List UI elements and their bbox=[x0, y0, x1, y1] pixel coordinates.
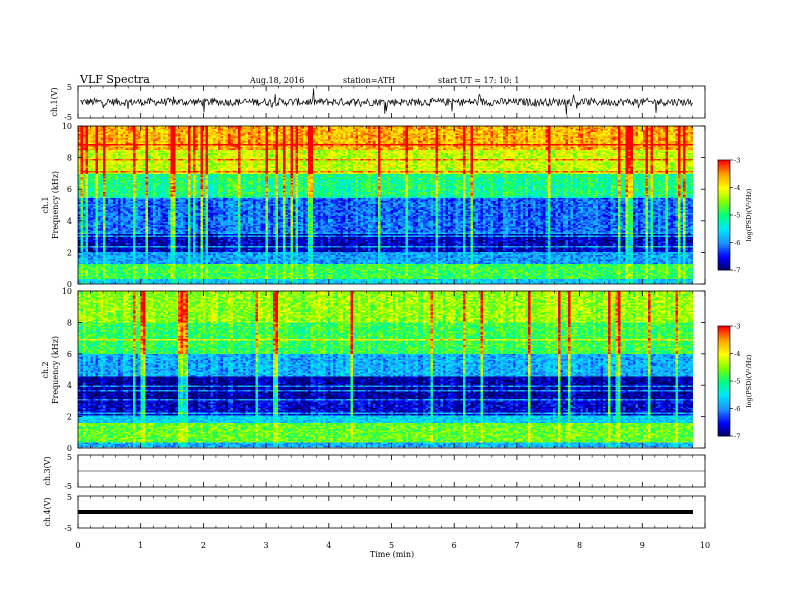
ytick-label: 8 bbox=[67, 154, 72, 163]
ch4-ytick-top: 5 bbox=[67, 493, 72, 502]
ytick-label: 8 bbox=[67, 318, 72, 327]
colorbar-tick-label: -6 bbox=[734, 405, 740, 413]
ytick-label: 10 bbox=[62, 122, 72, 131]
ch1-ytick-top: 5 bbox=[67, 83, 72, 92]
xtick-label: 2 bbox=[201, 541, 206, 550]
ytick-label: 6 bbox=[67, 185, 72, 194]
ytick-label: 4 bbox=[67, 381, 72, 390]
ch4-ylabel: ch.4(V) bbox=[43, 497, 52, 526]
xtick-label: 7 bbox=[514, 541, 519, 550]
ch1-spectrogram-ylabel: Frequency (kHz) bbox=[51, 171, 60, 239]
ytick-label: 2 bbox=[67, 413, 72, 422]
ch2-spectrogram-ylabel: Frequency (kHz) bbox=[51, 336, 60, 404]
xtick-label: 10 bbox=[700, 541, 710, 550]
colorbar-tick-label: -6 bbox=[734, 239, 740, 247]
colorbar-tick-label: -3 bbox=[734, 323, 740, 331]
xtick-label: 0 bbox=[75, 541, 80, 550]
figure-title: VLF Spectra bbox=[79, 73, 150, 86]
ytick-label: 10 bbox=[62, 287, 72, 296]
colorbar-tick-label: -3 bbox=[734, 157, 740, 165]
ch2-spectrogram-image bbox=[78, 291, 705, 448]
x-axis-tick-labels: 0 1 2 3 4 5 6 7 8 9 10 bbox=[75, 541, 710, 550]
xtick-label: 5 bbox=[389, 541, 394, 550]
date-label: Aug.18, 2016 bbox=[249, 76, 304, 85]
ch3-waveform-panel: 5 -5 ch.3(V) bbox=[43, 453, 705, 491]
ch2-colorbar: -3 -4 -5 -6 -7 log(PSD)(V²/Hz) bbox=[718, 323, 753, 441]
station-label: station=ATH bbox=[343, 76, 395, 85]
ytick-label: 2 bbox=[67, 248, 72, 257]
xtick-label: 9 bbox=[640, 541, 645, 550]
ch1-waveform-panel: 5 -5 ch.1(V) bbox=[50, 83, 705, 122]
xtick-label: 4 bbox=[326, 541, 331, 550]
ch1-spectrogram-channel-label: ch.1 bbox=[41, 196, 50, 213]
ch1-waveform-trace bbox=[80, 88, 693, 115]
xtick-label: 3 bbox=[264, 541, 269, 550]
ch2-spectrogram-channel-label: ch.2 bbox=[41, 361, 50, 378]
ytick-label: 4 bbox=[67, 217, 72, 226]
ch4-ytick-bottom: -5 bbox=[64, 524, 72, 533]
colorbar-label: log(PSD)(V²/Hz) bbox=[745, 354, 753, 407]
xtick-label: 1 bbox=[138, 541, 143, 550]
vlf-figure: VLF Spectra Aug.18, 2016 station=ATH sta… bbox=[0, 0, 792, 612]
colorbar-tick-label: -7 bbox=[734, 433, 740, 441]
x-axis-label: Time (min) bbox=[370, 550, 414, 559]
colorbar-tick-label: -5 bbox=[734, 378, 740, 386]
colorbar-tick-label: -7 bbox=[734, 267, 740, 275]
ch1-ytick-bottom: -5 bbox=[64, 113, 72, 122]
colorbar-label: log(PSD)(V²/Hz) bbox=[745, 188, 753, 241]
xtick-label: 6 bbox=[452, 541, 457, 550]
ch4-waveform-panel: 5 -5 ch.4(V) bbox=[43, 493, 705, 533]
ch3-ytick-bottom: -5 bbox=[64, 482, 72, 491]
colorbar-tick-label: -5 bbox=[734, 212, 740, 220]
xtick-label: 8 bbox=[577, 541, 582, 550]
colorbar-tick-label: -4 bbox=[734, 350, 740, 358]
ch3-ylabel: ch.3(V) bbox=[43, 456, 52, 485]
ch1-spectrogram-image bbox=[78, 126, 705, 284]
ytick-label: 0 bbox=[67, 444, 72, 453]
start-ut-label: start UT = 17: 10: 1 bbox=[438, 76, 519, 85]
ch1-ylabel: ch.1(V) bbox=[50, 87, 59, 116]
ch3-ytick-top: 5 bbox=[67, 453, 72, 462]
colorbar-tick-label: -4 bbox=[734, 184, 740, 192]
ytick-label: 6 bbox=[67, 350, 72, 359]
ch1-colorbar: -3 -4 -5 -6 -7 log(PSD)(V²/Hz) bbox=[718, 157, 753, 275]
ch2-spectrogram-panel: 0 2 4 6 8 10 ch.2 Frequency (kHz) bbox=[41, 287, 705, 453]
